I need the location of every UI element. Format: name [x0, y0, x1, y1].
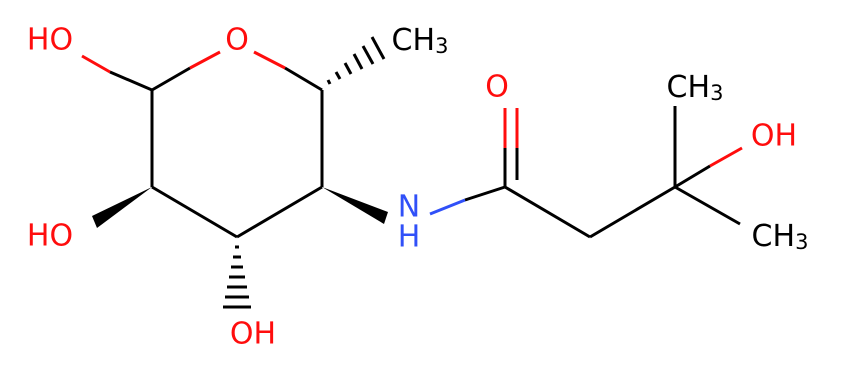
bonds [81, 36, 743, 309]
bond [151, 185, 238, 239]
atom-label: CH3 [752, 219, 809, 255]
bond [236, 185, 323, 239]
atom-main: CH [752, 219, 796, 254]
atom-label: CH3 [392, 23, 449, 59]
atom-label: N [398, 190, 420, 225]
atom-label: OH [230, 317, 276, 352]
bond [674, 164, 711, 189]
bond [151, 66, 191, 92]
atom-label: OH [751, 119, 797, 154]
atom-sub: 3 [795, 230, 808, 254]
hashed-bond [223, 245, 251, 309]
bond [504, 185, 591, 239]
atom-main: CH [392, 23, 436, 58]
atom-main: CH [667, 70, 711, 105]
wedge-bond [92, 187, 152, 228]
atom-labels: HO O CH3 O CH3 OH CH3 HO N H OH [27, 23, 809, 352]
atom-sub: 3 [710, 81, 723, 105]
atom-label: O [225, 23, 249, 58]
bond [709, 146, 743, 168]
bond [589, 185, 676, 239]
bond [109, 70, 153, 92]
atom-label: H [398, 220, 421, 255]
bond [189, 50, 221, 70]
hashed-bond [326, 36, 386, 85]
bond [81, 54, 111, 74]
bond [464, 185, 506, 202]
atom-sub: 3 [435, 34, 448, 58]
bond [253, 50, 286, 70]
atom-label: CH3 [667, 70, 724, 106]
atom-label: O [485, 70, 509, 105]
atom-label: HO [27, 219, 73, 254]
bond [284, 66, 323, 92]
wedge-bond [322, 187, 388, 224]
atom-label: HO [27, 23, 73, 58]
bond [429, 198, 466, 216]
bond [674, 185, 741, 226]
